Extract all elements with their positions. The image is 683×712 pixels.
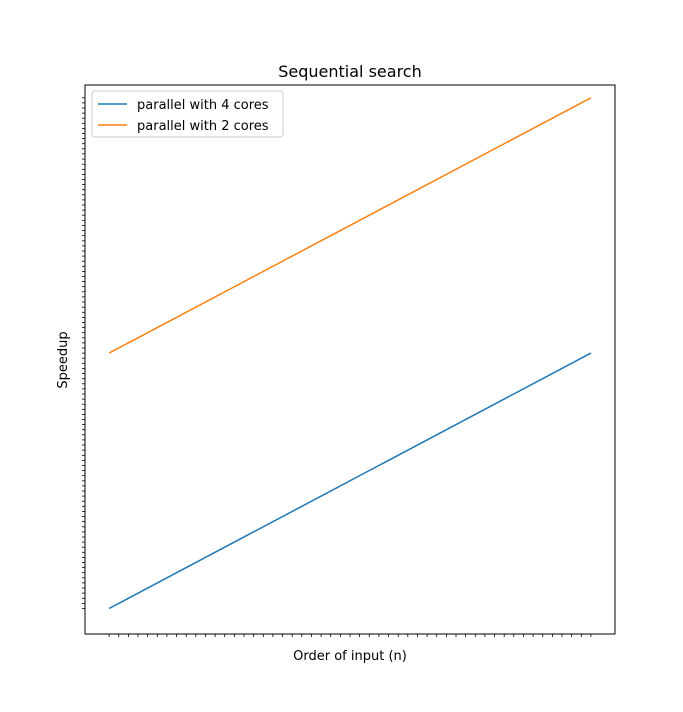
series-line-0 (108, 352, 592, 610)
chart-title: Sequential search (278, 62, 421, 81)
plot-frame (84, 84, 616, 635)
legend-label-2-cores: parallel with 2 cores (137, 119, 269, 134)
legend-label-4-cores: parallel with 4 cores (137, 98, 269, 113)
x-axis-label: Order of input (n) (293, 649, 407, 664)
legend-box (91, 90, 284, 138)
y-axis-label: Speedup (56, 331, 71, 388)
legend: parallel with 4 cores parallel with 2 co… (91, 90, 284, 138)
series-line-1 (108, 97, 592, 354)
series-layer (108, 97, 592, 610)
